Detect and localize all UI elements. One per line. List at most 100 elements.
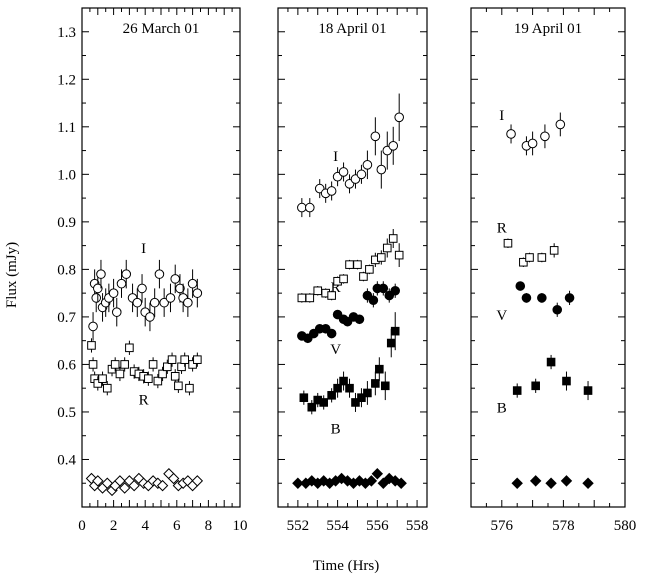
data-point [125,343,134,353]
data-point [185,383,194,393]
data-point [327,291,336,300]
series-I [506,112,566,156]
data-point [377,477,390,489]
data-point [351,398,360,407]
y-tick-label: 0.6 [57,357,76,373]
y-axis-label: Flux (mJy) [4,242,20,308]
data-point [371,379,380,388]
panel-title: 19 April 01 [514,21,582,37]
data-point [537,293,547,303]
data-point [362,160,373,170]
data-point [375,364,384,374]
series-label: R [139,392,149,408]
y-tick-label: 1.2 [57,72,76,88]
panel-title: 26 March 01 [123,21,200,37]
series-label: R [497,220,507,236]
y-tick-label: 0.4 [57,452,76,468]
data-point [345,383,354,393]
data-point [339,376,348,386]
data-point [96,269,106,279]
x-tick-label: 576 [491,518,514,534]
data-point [531,381,540,391]
series-I [88,259,203,341]
data-point [93,283,103,294]
series-base [511,475,594,489]
x-tick-label: 10 [233,518,248,534]
data-point [163,362,172,372]
data-point [174,381,183,391]
data-point [292,477,304,489]
data-point [114,475,126,487]
data-point [390,285,401,296]
series-base [292,468,407,489]
chart-panel-3: 19 April 01 576 578 580 I R V B [470,7,636,534]
data-point [98,374,107,383]
data-point [353,260,362,269]
data-point [560,475,573,487]
x-tick-label: 556 [366,518,389,534]
data-point [175,283,185,294]
data-point [192,288,203,298]
data-point [386,338,396,348]
x-tick-label: 4 [141,518,149,534]
series-R [503,238,559,268]
series-R [87,338,202,396]
x-tick-label: 6 [173,518,181,534]
panel-title: 18 April 01 [318,21,386,37]
data-point [128,479,140,492]
data-point [145,312,155,322]
data-point [395,477,407,489]
data-point [305,293,315,303]
series-B [512,354,593,401]
data-point [183,297,193,308]
data-point [359,272,368,281]
x-tick-label: 8 [205,518,213,534]
data-point [93,379,103,388]
data-point [382,243,392,253]
data-point [506,129,516,139]
data-point [118,482,131,494]
data-point [148,360,158,369]
data-point [394,112,404,123]
data-point [552,304,563,315]
data-point [156,479,169,492]
data-point [390,326,400,336]
data-point [511,477,523,489]
plot-frame [81,7,241,508]
data-point [394,250,404,260]
data-point [111,307,122,317]
data-point [562,376,571,386]
data-point [345,260,354,269]
data-point [503,238,513,248]
data-point [149,297,160,308]
data-point [529,475,542,487]
data-point [564,293,575,303]
data-point [165,293,176,303]
data-point [193,355,202,364]
data-point [326,186,337,196]
data-point [339,274,348,284]
data-point [549,246,559,255]
x-tick-label: 578 [552,518,575,534]
data-point [92,475,104,487]
data-point [371,468,384,480]
data-point [365,265,374,274]
data-point [108,288,119,298]
data-point [304,202,315,213]
data-point [180,355,189,364]
data-point [188,360,197,369]
data-point [327,391,336,400]
series-label: I [141,241,146,257]
data-point [167,355,177,364]
data-point [87,341,96,350]
data-point [191,475,204,487]
data-point [170,372,180,381]
y-tick-label: 1.0 [57,167,76,183]
data-point [132,297,143,308]
series-label: B [331,421,341,437]
data-point [297,202,307,213]
data-point [88,360,98,369]
data-point [357,393,366,402]
data-point [115,369,125,379]
